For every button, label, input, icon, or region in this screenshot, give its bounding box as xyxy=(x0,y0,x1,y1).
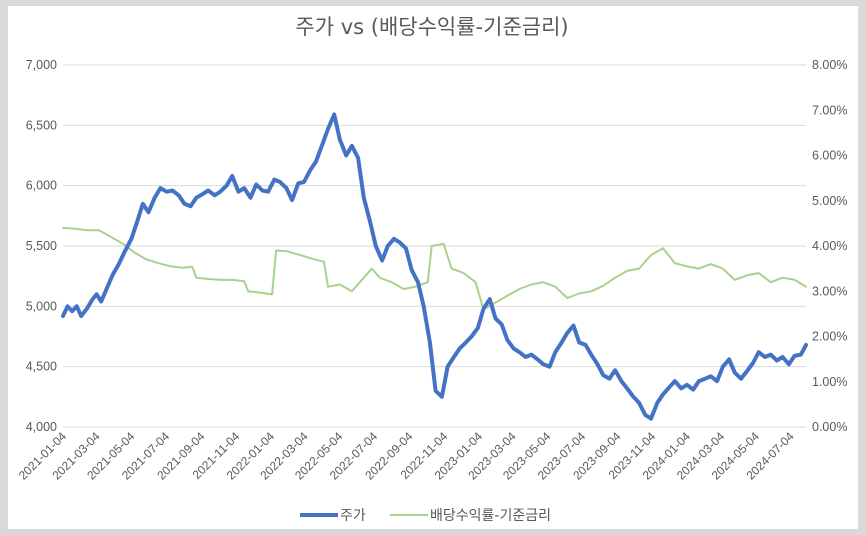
y-left-tick-label: 6,500 xyxy=(26,118,57,132)
gridlines xyxy=(63,64,806,428)
chart-frame: 주가 vs (배당수익률-기준금리) 4,000 4,500 5,000 5,500 6… xyxy=(8,6,858,529)
legend: 주가 배당수익률-기준금리 xyxy=(300,508,551,524)
y-right-tick-label: 7.00% xyxy=(812,103,847,117)
y-axis-left: 4,000 4,500 5,000 5,500 6,000 6,500 7,000 xyxy=(26,58,57,434)
y-left-tick-label: 5,500 xyxy=(26,239,57,253)
chart-title: 주가 vs (배당수익률-기준금리) xyxy=(295,15,568,39)
y-right-tick-label: 0.00% xyxy=(812,420,847,434)
y-right-tick-label: 5.00% xyxy=(812,194,847,208)
y-left-tick-label: 7,000 xyxy=(26,58,57,72)
x-axis: 2021-01-042021-03-042021-05-042021-07-04… xyxy=(16,429,797,483)
legend-label: 주가 xyxy=(340,508,366,524)
y-left-tick-label: 4,500 xyxy=(26,360,57,374)
legend-label: 배당수익률-기준금리 xyxy=(430,508,551,524)
series-line-yield-spread xyxy=(62,226,807,311)
series-line-stock-price xyxy=(61,112,808,421)
y-right-tick-label: 3.00% xyxy=(812,284,847,298)
y-axis-right: 0.00% 1.00% 2.00% 3.00% 4.00% 5.00% 6.00% 7.00%… xyxy=(812,58,847,434)
y-right-tick-label: 1.00% xyxy=(812,375,847,389)
chart-svg: 주가 vs (배당수익률-기준금리) 4,000 4,500 5,000 5,500 6… xyxy=(16,15,848,524)
y-left-tick-label: 4,000 xyxy=(26,420,57,434)
y-right-tick-label: 8.00% xyxy=(812,58,847,72)
y-left-tick-label: 6,000 xyxy=(26,179,57,193)
y-left-tick-label: 5,000 xyxy=(26,299,57,313)
y-right-tick-label: 2.00% xyxy=(812,330,847,344)
series-layer xyxy=(61,112,808,421)
y-right-tick-label: 4.00% xyxy=(812,239,847,253)
y-right-tick-label: 6.00% xyxy=(812,149,847,163)
